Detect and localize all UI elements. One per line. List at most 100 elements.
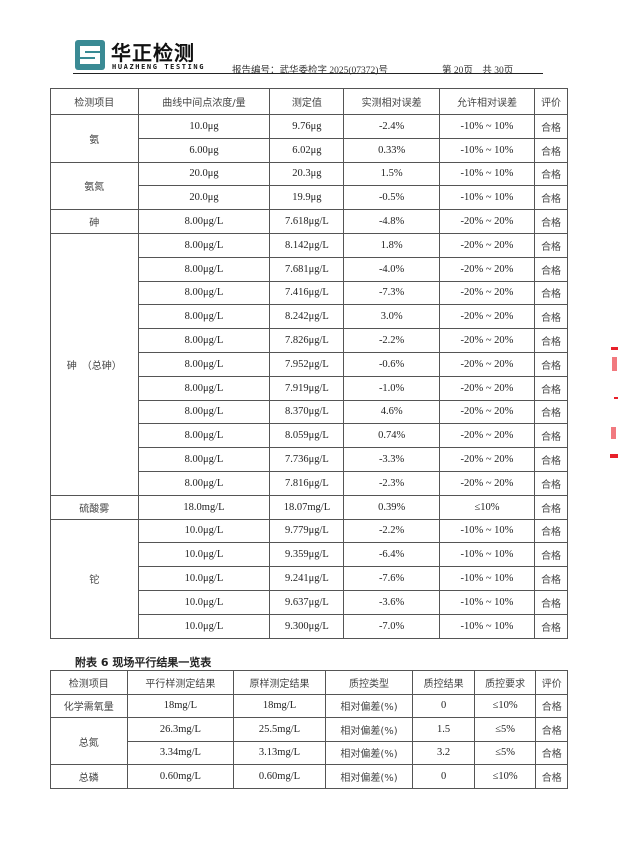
table-cell: 合格	[534, 328, 568, 353]
table-cell: 8.00μg/L	[137, 328, 271, 353]
table-cell: 7.736μg/L	[269, 447, 345, 472]
column-header: 实测相对误差	[343, 88, 440, 115]
table-cell: 8.00μg/L	[137, 256, 271, 282]
table-cell: -0.5%	[343, 185, 440, 211]
table-cell: 8.00μg/L	[137, 375, 271, 401]
header-row: 检测项目 曲线中间点浓度/量 测定值 实测相对误差 允许相对误差 评价	[50, 88, 568, 115]
item-cell: 硫酸雾	[50, 494, 139, 520]
table-cell: 合格	[534, 423, 568, 449]
table-cell: 合格	[535, 717, 568, 742]
huazheng-logo-icon	[75, 40, 105, 70]
table-cell: 8.242μg/L	[269, 304, 345, 330]
table-cell: 10.0μg	[137, 114, 271, 139]
table-row: 砷 8.00μg/L 7.618μg/L -4.8% -20% ~ 20% 合格	[50, 209, 568, 234]
table-cell: ≤10%	[473, 693, 537, 718]
brand-name: 华正检测	[111, 41, 195, 65]
table-cell: 18.0mg/L	[137, 494, 271, 520]
table-cell: 20.3μg	[269, 161, 345, 187]
column-header: 平行样测定结果	[126, 670, 235, 695]
table-cell: -20% ~ 20%	[438, 209, 536, 234]
table-cell: 7.816μg/L	[269, 470, 345, 496]
table-cell: 3.2	[412, 740, 475, 765]
table-cell: -20% ~ 20%	[438, 470, 536, 496]
table-row: 6.00μg 6.02μg 0.33% -10% ~ 10% 合格	[51, 137, 568, 163]
table-cell: 合格	[534, 399, 568, 425]
table-cell: -10% ~ 10%	[438, 613, 536, 639]
column-header: 检测项目	[50, 88, 139, 115]
table-cell: ≤10%	[438, 494, 536, 520]
table-cell: 8.00μg/L	[137, 280, 271, 306]
table-cell: 合格	[534, 589, 568, 615]
table-cell: 8.00μg/L	[137, 232, 271, 258]
table-row: 总氮 26.3mg/L 25.5mg/L 相对偏差(%) 1.5 ≤5% 合格	[50, 717, 568, 765]
table-cell: 3.13mg/L	[233, 740, 326, 765]
table-cell: 合格	[534, 375, 568, 401]
table-cell: 合格	[534, 209, 568, 234]
table-cell: -2.4%	[343, 114, 440, 139]
table-cell: -6.4%	[343, 542, 440, 568]
item-cell: 总氮	[50, 717, 128, 765]
table-cell: -10% ~ 10%	[438, 161, 536, 187]
table-cell: -10% ~ 10%	[438, 114, 536, 139]
table-cell: 0.74%	[343, 423, 440, 449]
table-cell: 18mg/L	[233, 693, 326, 718]
table-cell: 25.5mg/L	[233, 717, 326, 742]
table-cell: 相对偏差(%)	[324, 693, 414, 718]
column-header: 测定值	[269, 88, 345, 115]
table-cell: 7.416μg/L	[269, 280, 345, 306]
table-cell: 0.60mg/L	[126, 764, 235, 789]
table-cell: 10.0μg/L	[137, 518, 271, 544]
table-cell: 8.00μg/L	[137, 304, 271, 330]
table-cell: -2.2%	[343, 328, 440, 353]
table-cell: -2.2%	[343, 518, 440, 544]
item-cell: 化学需氧量	[50, 693, 128, 718]
table-cell: ≤5%	[473, 717, 537, 742]
table-cell: -3.6%	[343, 589, 440, 615]
table-cell: ≤10%	[473, 764, 537, 789]
table-row: 化学需氧量 18mg/L 18mg/L 相对偏差(%) 0 ≤10% 合格	[50, 693, 568, 718]
table-cell: -10% ~ 10%	[438, 185, 536, 211]
table-cell: 相对偏差(%)	[324, 764, 414, 789]
parallel-results-table: 检测项目 平行样测定结果 原样测定结果 质控类型 质控结果 质控要求 评价 化学需氧量 18mg…	[50, 670, 568, 789]
table-row: 氨氮 20.0μg 20.3μg 1.5% -10% ~ 10% 合格	[50, 161, 568, 211]
table-cell: 0.39%	[343, 494, 440, 520]
table-cell: 7.618μg/L	[269, 209, 345, 234]
table-cell: -10% ~ 10%	[438, 518, 536, 544]
table-row: 10.0μg/L 9.241μg/L -7.6% -10% ~ 10% 合格	[51, 566, 568, 591]
table-cell: 18mg/L	[126, 693, 235, 718]
table-cell: 合格	[535, 740, 568, 765]
column-header: 质控要求	[473, 670, 537, 695]
table-cell: 9.779μg/L	[269, 518, 345, 544]
table-cell: 相对偏差(%)	[324, 717, 414, 742]
table-cell: -7.0%	[343, 613, 440, 639]
table-row: 10.0μg/L 9.300μg/L -7.0% -10% ~ 10% 合格	[51, 613, 568, 639]
table-row: 10.0μg/L 9.637μg/L -3.6% -10% ~ 10% 合格	[51, 589, 568, 615]
table-row: 8.00μg/L 7.816μg/L -2.3% -20% ~ 20% 合格	[51, 470, 568, 496]
table-cell: -20% ~ 20%	[438, 351, 536, 377]
column-header: 评价	[535, 670, 568, 695]
table-row: 8.00μg/L 7.416μg/L -7.3% -20% ~ 20% 合格	[51, 280, 568, 306]
table-cell: -20% ~ 20%	[438, 304, 536, 330]
column-header: 质控类型	[324, 670, 414, 695]
table-cell: 8.00μg/L	[137, 351, 271, 377]
column-header: 评价	[534, 88, 568, 115]
table-cell: -7.6%	[343, 566, 440, 591]
table2-title: 附表 6 现场平行结果一览表	[75, 656, 212, 669]
table-row: 8.00μg/L 8.370μg/L 4.6% -20% ~ 20% 合格	[51, 399, 568, 425]
table-cell: -20% ~ 20%	[438, 256, 536, 282]
table-cell: 合格	[535, 693, 568, 718]
table-cell: 1.5	[412, 717, 475, 742]
table-cell: 合格	[534, 137, 568, 163]
column-header: 允许相对误差	[438, 88, 536, 115]
table-cell: -10% ~ 10%	[438, 542, 536, 568]
table-cell: -4.8%	[343, 209, 440, 234]
table-cell: 合格	[534, 470, 568, 496]
table-cell: -10% ~ 10%	[438, 137, 536, 163]
table-cell: 0.33%	[343, 137, 440, 163]
table-cell: 合格	[534, 494, 568, 520]
table-cell: 7.919μg/L	[269, 375, 345, 401]
table-cell: 合格	[534, 447, 568, 472]
table-cell: 合格	[534, 232, 568, 258]
table-cell: 合格	[534, 566, 568, 591]
